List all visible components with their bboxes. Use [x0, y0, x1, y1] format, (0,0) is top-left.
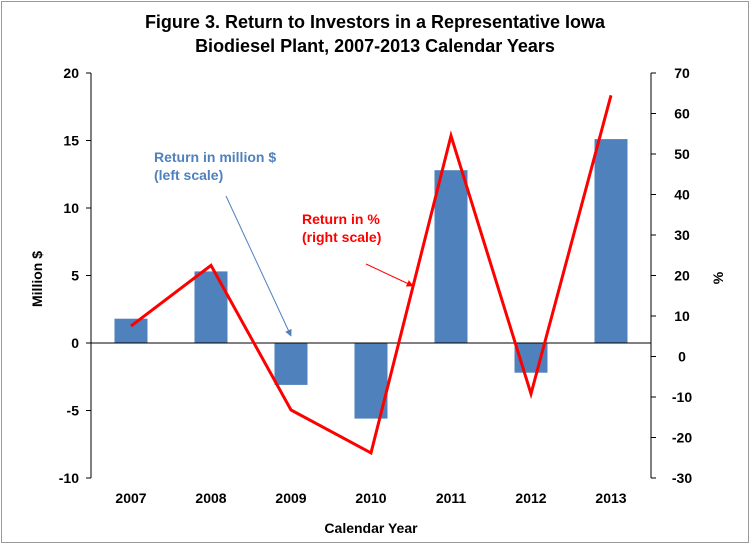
y2-tick-label: -30 [672, 470, 692, 486]
annotation-right-scale-line-2: (right scale) [302, 229, 381, 245]
y2-tick-label: 30 [674, 227, 690, 243]
y2-tick-label: -10 [672, 389, 692, 405]
annotation-right-scale-arrow [365, 263, 414, 287]
y-tick-label: 20 [63, 65, 79, 81]
y-axis-title: Million $ [29, 251, 45, 307]
y2-tick-label: 70 [674, 65, 690, 81]
x-tick-label-2008: 2008 [195, 490, 226, 506]
y-tick-labels: 20 15 10 5 0 -5 -10 [59, 65, 79, 486]
annotation-left-scale-line-1: Return in million $ [154, 149, 276, 165]
y2-tick-label: 50 [674, 146, 690, 162]
annotation-left-scale-arrow [225, 195, 292, 337]
axes [86, 72, 656, 479]
y-tick-label: 0 [71, 335, 79, 351]
line-series [130, 94, 613, 456]
bar-2011 [434, 170, 468, 343]
y2-axis-title: % [710, 271, 726, 284]
x-tick-label-2009: 2009 [275, 490, 306, 506]
x-tick-label-2007: 2007 [115, 490, 146, 506]
y-tick-label: -10 [59, 470, 79, 486]
y2-tick-labels: 70 60 50 40 30 20 10 0 -10 -20 -30 [672, 65, 692, 486]
x-axis-title: Calendar Year [324, 520, 418, 536]
y2-tick-label: 60 [674, 106, 690, 122]
y-tick-label: 10 [63, 200, 79, 216]
y-tick-label: -5 [67, 403, 80, 419]
x-tick-label-2010: 2010 [355, 490, 386, 506]
y2-tick-label: 40 [674, 187, 690, 203]
annotation-left-scale-line-2: (left scale) [154, 167, 223, 183]
bar-2013 [594, 139, 628, 343]
x-tick-labels: 2007 2008 2009 2010 2011 2012 2013 [115, 490, 626, 506]
annotation-right-scale-line-1: Return in % [302, 211, 380, 227]
chart-title-line-1: Figure 3. Return to Investors in a Repre… [145, 12, 606, 32]
y2-tick-label: 20 [674, 268, 690, 284]
y-tick-label: 5 [71, 268, 79, 284]
bar-2009 [274, 343, 308, 385]
x-tick-label-2013: 2013 [595, 490, 626, 506]
y2-tick-label: 0 [678, 349, 686, 365]
bar-2008 [194, 271, 228, 343]
chart-title-line-2: Biodiesel Plant, 2007-2013 Calendar Year… [195, 36, 555, 56]
x-tick-label-2011: 2011 [436, 490, 467, 506]
x-tick-label-2012: 2012 [515, 490, 546, 506]
y-tick-label: 15 [63, 133, 79, 149]
y2-tick-label: 10 [674, 308, 690, 324]
bar-2007 [114, 318, 148, 343]
y2-tick-label: -20 [672, 430, 692, 446]
